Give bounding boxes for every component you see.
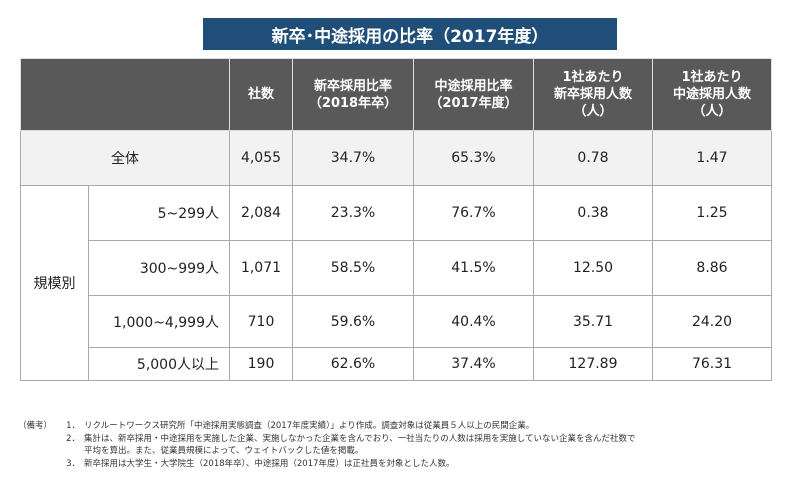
cell: 0.78 (533, 130, 653, 186)
note-text: 平均を算出。また、従業員規模によって、ウェイトバックした値を掲載。 (84, 446, 364, 456)
note-prefix (18, 458, 62, 471)
row-label: 全体 (20, 130, 230, 186)
cell: 62.6% (292, 347, 414, 381)
header-line: 1社あたり (681, 70, 743, 85)
header-line: 1社あたり (562, 70, 624, 85)
cell: 23.3% (292, 185, 414, 241)
cell: 40.4% (413, 295, 534, 348)
row: 300~999人 1,071 58.5% 41.5% 12.50 8.86 (21, 240, 772, 296)
cell: 41.5% (413, 240, 534, 296)
cell: 1.25 (652, 185, 772, 241)
note-text: 集計は、新卒採用・中途採用を実施した企業、実施しなかった企業を含んでおり、一社当… (84, 433, 636, 444)
row: 1,000~4,999人 710 59.6% 40.4% 35.71 24.20 (21, 295, 772, 348)
cell: 1.47 (652, 130, 772, 186)
row: 5,000人以上 190 62.6% 37.4% 127.89 76.31 (21, 347, 772, 381)
cell: 8.86 (652, 240, 772, 296)
cell: 12.50 (533, 240, 653, 296)
cell: 34.7% (292, 130, 414, 186)
header-line: （2018年卒） (308, 95, 398, 111)
cell: 65.3% (413, 130, 534, 186)
note-line: 平均を算出。また、従業員規模によって、ウェイトバックした値を掲載。 (18, 445, 636, 458)
header-cell: 中途採用比率 （2017年度） (413, 58, 534, 131)
cell: 76.31 (652, 347, 772, 381)
note-prefix (18, 433, 62, 446)
note-text: リクルートワークス研究所「中途採用実態調査（2017年度実績）」より作成。調査対… (84, 421, 535, 431)
cell: 127.89 (533, 347, 653, 381)
row-label: 5~299人 (88, 185, 230, 241)
header-line: （人） (573, 104, 613, 119)
cell: 59.6% (292, 295, 414, 348)
note-line: （備考） 1． リクルートワークス研究所「中途採用実態調査（2017年度実績）」より… (18, 420, 636, 433)
cell: 58.5% (292, 240, 414, 296)
title: 新卒･中途採用の比率（2017年度） (203, 18, 617, 50)
cell: 4,055 (229, 130, 293, 186)
header-line: 中途採用人数 (672, 87, 751, 102)
note-num: 2． (66, 433, 80, 444)
cell: 35.71 (533, 295, 653, 348)
row-label: 5,000人以上 (88, 347, 230, 381)
row-label: 300~999人 (88, 240, 230, 296)
note-num: 1． (66, 421, 80, 431)
group-label: 規模別 (20, 185, 89, 381)
notes: （備考） 1． リクルートワークス研究所「中途採用実態調査（2017年度実績）」より… (18, 420, 636, 470)
cell: 76.7% (413, 185, 534, 241)
note-prefix: （備考） (18, 421, 53, 431)
cell: 0.38 (533, 185, 653, 241)
header-cell: 社数 (229, 58, 293, 131)
header-line: 中途採用比率 (434, 78, 513, 94)
header-line: 新卒採用人数 (553, 87, 632, 102)
note-line: 3． 新卒採用は大学生・大学院生（2018年卒）、中途採用（2017年度）は正社員… (18, 458, 636, 471)
note-text: 新卒採用は大学生・大学院生（2018年卒）、中途採用（2017年度）は正社員を対… (84, 458, 455, 469)
row: 規模別 5~299人 2,084 23.3% 76.7% 0.38 1.25 (20, 185, 772, 381)
header-line: 社数 (247, 87, 274, 102)
cell: 2,084 (229, 185, 293, 241)
header-line: （人） (692, 104, 732, 119)
header-cell: 1社あたり新卒採用人数 （人） (533, 58, 653, 131)
note-num (62, 445, 80, 458)
cell: 190 (229, 347, 293, 381)
header-line: 新卒採用比率 (313, 78, 392, 94)
header-cell (20, 58, 230, 131)
cell: 24.20 (652, 295, 772, 348)
note-num: 3． (66, 458, 80, 469)
header-cell: 新卒採用比率 （2018年卒） (292, 58, 414, 131)
note-line: 2． 集計は、新卒採用・中途採用を実施した企業、実施しなかった企業を含んでおり、一… (18, 433, 636, 446)
row-label: 1,000~4,999人 (88, 295, 230, 348)
cell: 710 (229, 295, 293, 348)
cell: 37.4% (413, 347, 534, 381)
note-prefix (18, 445, 62, 458)
header-line: （2017年度） (429, 95, 518, 111)
table: 社数 新卒採用比率 （2018年卒） 中途採用比率 （2017年度） 1社あたり 新卒採用人… (20, 58, 772, 381)
header-cell: 1社あたり中途採用人数 （人） (652, 58, 772, 131)
cell: 1,071 (229, 240, 293, 296)
